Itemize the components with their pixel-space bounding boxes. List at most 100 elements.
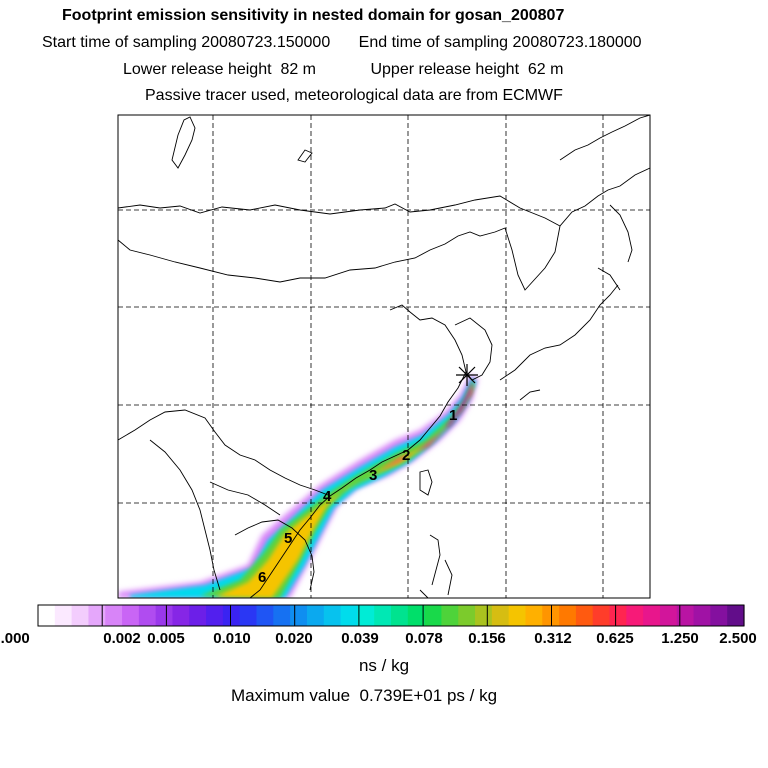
colorbar-label: 0.625	[596, 630, 634, 647]
caspian-coast	[171, 116, 196, 169]
mainland-southeast-coast	[234, 519, 315, 591]
colorbar-cell	[54, 605, 73, 626]
colorbar-cell	[138, 605, 157, 626]
colorbar-cell	[710, 605, 728, 626]
southern-mongolia-border	[118, 227, 506, 283]
colorbar-cell	[491, 605, 510, 626]
colorbar-label: 0.000	[0, 630, 30, 647]
plume-band-yellow	[215, 383, 473, 598]
colorbar-cell	[323, 605, 342, 626]
colorbar-cell	[206, 605, 224, 626]
colorbar-cell	[659, 605, 678, 626]
china-east-coast	[249, 304, 467, 598]
colorbar-cell	[155, 605, 174, 626]
indochina-coast	[118, 409, 329, 496]
tracer-note: Passive tracer used, meteorological data…	[145, 87, 563, 104]
colorbar-cell	[609, 605, 627, 626]
colorbar-cell	[626, 605, 644, 626]
trajectory-marker-6: 6	[258, 569, 266, 586]
colorbar-label: 2.500	[719, 630, 757, 647]
colorbar-cell	[727, 605, 745, 626]
china-korea-border	[504, 167, 650, 291]
colorbar-cell	[306, 605, 325, 626]
trajectory-marker-3: 3	[369, 467, 377, 484]
map-background	[118, 115, 650, 598]
upper-label: Upper release height	[370, 61, 520, 78]
start-value: 20080723.150000	[201, 34, 331, 51]
colorbar-cell	[475, 605, 493, 626]
japan-islands	[499, 267, 621, 401]
colorbar-cell	[256, 605, 274, 626]
map-title: Footprint emission sensitivity in nested…	[62, 7, 565, 24]
upper-value: 62 m	[527, 61, 564, 78]
colorbar-cell	[273, 605, 291, 626]
lake-balkhash	[297, 149, 313, 163]
colorbar-cell	[542, 605, 560, 626]
colorbar-cell	[374, 605, 392, 626]
maximum-value: Maximum value 0.739E+01 ps / kg	[231, 686, 497, 706]
colorbar-cell	[357, 605, 375, 626]
trajectory-marker-1: 1	[449, 407, 457, 424]
sakhalin-coast	[609, 204, 633, 263]
coastlines	[118, 115, 650, 598]
colorbar-frame	[37, 604, 745, 627]
max-label: Maximum value	[231, 686, 351, 705]
start-label: Start time of sampling	[42, 34, 197, 51]
end-label: End time of sampling	[358, 34, 509, 51]
release-heights: Lower release height 82 m Upper release …	[123, 61, 768, 79]
colorbar-cell	[407, 605, 426, 626]
colorbar-ticks	[101, 605, 681, 626]
kamchatka-outline	[559, 115, 650, 161]
colorbar-cell	[122, 605, 140, 626]
colorbar-cell	[189, 605, 207, 626]
colorbar-cell	[340, 605, 358, 626]
colorbar-cell	[38, 605, 56, 626]
korea-peninsula	[454, 317, 493, 381]
trajectory-marker-4: 4	[323, 488, 332, 505]
colorbar-cell	[290, 605, 308, 626]
colorbar-cell	[525, 605, 543, 626]
map-frame	[117, 114, 651, 599]
colorbar-label: 0.010	[213, 630, 251, 647]
colorbar-cell	[441, 605, 459, 626]
colorbar-cell	[508, 605, 527, 626]
colorbar-cell	[693, 605, 711, 626]
colorbar-cell	[172, 605, 190, 626]
colorbar-cell	[222, 605, 241, 626]
colorbar	[37, 604, 745, 627]
colorbar-cell	[575, 605, 594, 626]
trajectory-marker-5: 5	[284, 530, 292, 547]
colorbar-label: 0.078	[405, 630, 443, 647]
colorbar-label: 0.039	[341, 630, 379, 647]
colorbar-units: ns / kg	[358, 656, 410, 675]
colorbar-label: 0.156	[468, 630, 506, 647]
colorbar-cell	[88, 605, 106, 626]
lower-label: Lower release height	[123, 61, 272, 78]
colorbar-cell	[391, 605, 409, 626]
taiwan-island	[419, 469, 433, 496]
colorbar-cell	[424, 605, 443, 626]
footprint-plume	[118, 375, 478, 598]
graticule	[118, 115, 650, 598]
plume-band-green	[200, 380, 474, 598]
lower-value: 82 m	[280, 61, 317, 78]
release-site-star	[456, 364, 478, 386]
colorbar-cell	[458, 605, 476, 626]
colorbar-cells	[38, 605, 745, 626]
trajectory-marker-2: 2	[402, 447, 410, 464]
colorbar-label: 0.005	[147, 630, 185, 647]
colorbar-cell	[239, 605, 258, 626]
colorbar-label: 1.250	[661, 630, 699, 647]
colorbar-cell	[71, 605, 90, 626]
colorbar-cell	[643, 605, 661, 626]
colorbar-cell	[559, 605, 577, 626]
colorbar-label: 0.020	[275, 630, 313, 647]
end-value: 20080723.180000	[512, 34, 642, 51]
colorbar-cell	[676, 605, 695, 626]
colorbar-label: 0.002	[103, 630, 141, 647]
max-number: 0.739E+01	[359, 686, 443, 705]
colorbar-cell	[105, 605, 123, 626]
colorbar-label: 0.312	[534, 630, 572, 647]
max-units: ps / kg	[446, 686, 498, 705]
